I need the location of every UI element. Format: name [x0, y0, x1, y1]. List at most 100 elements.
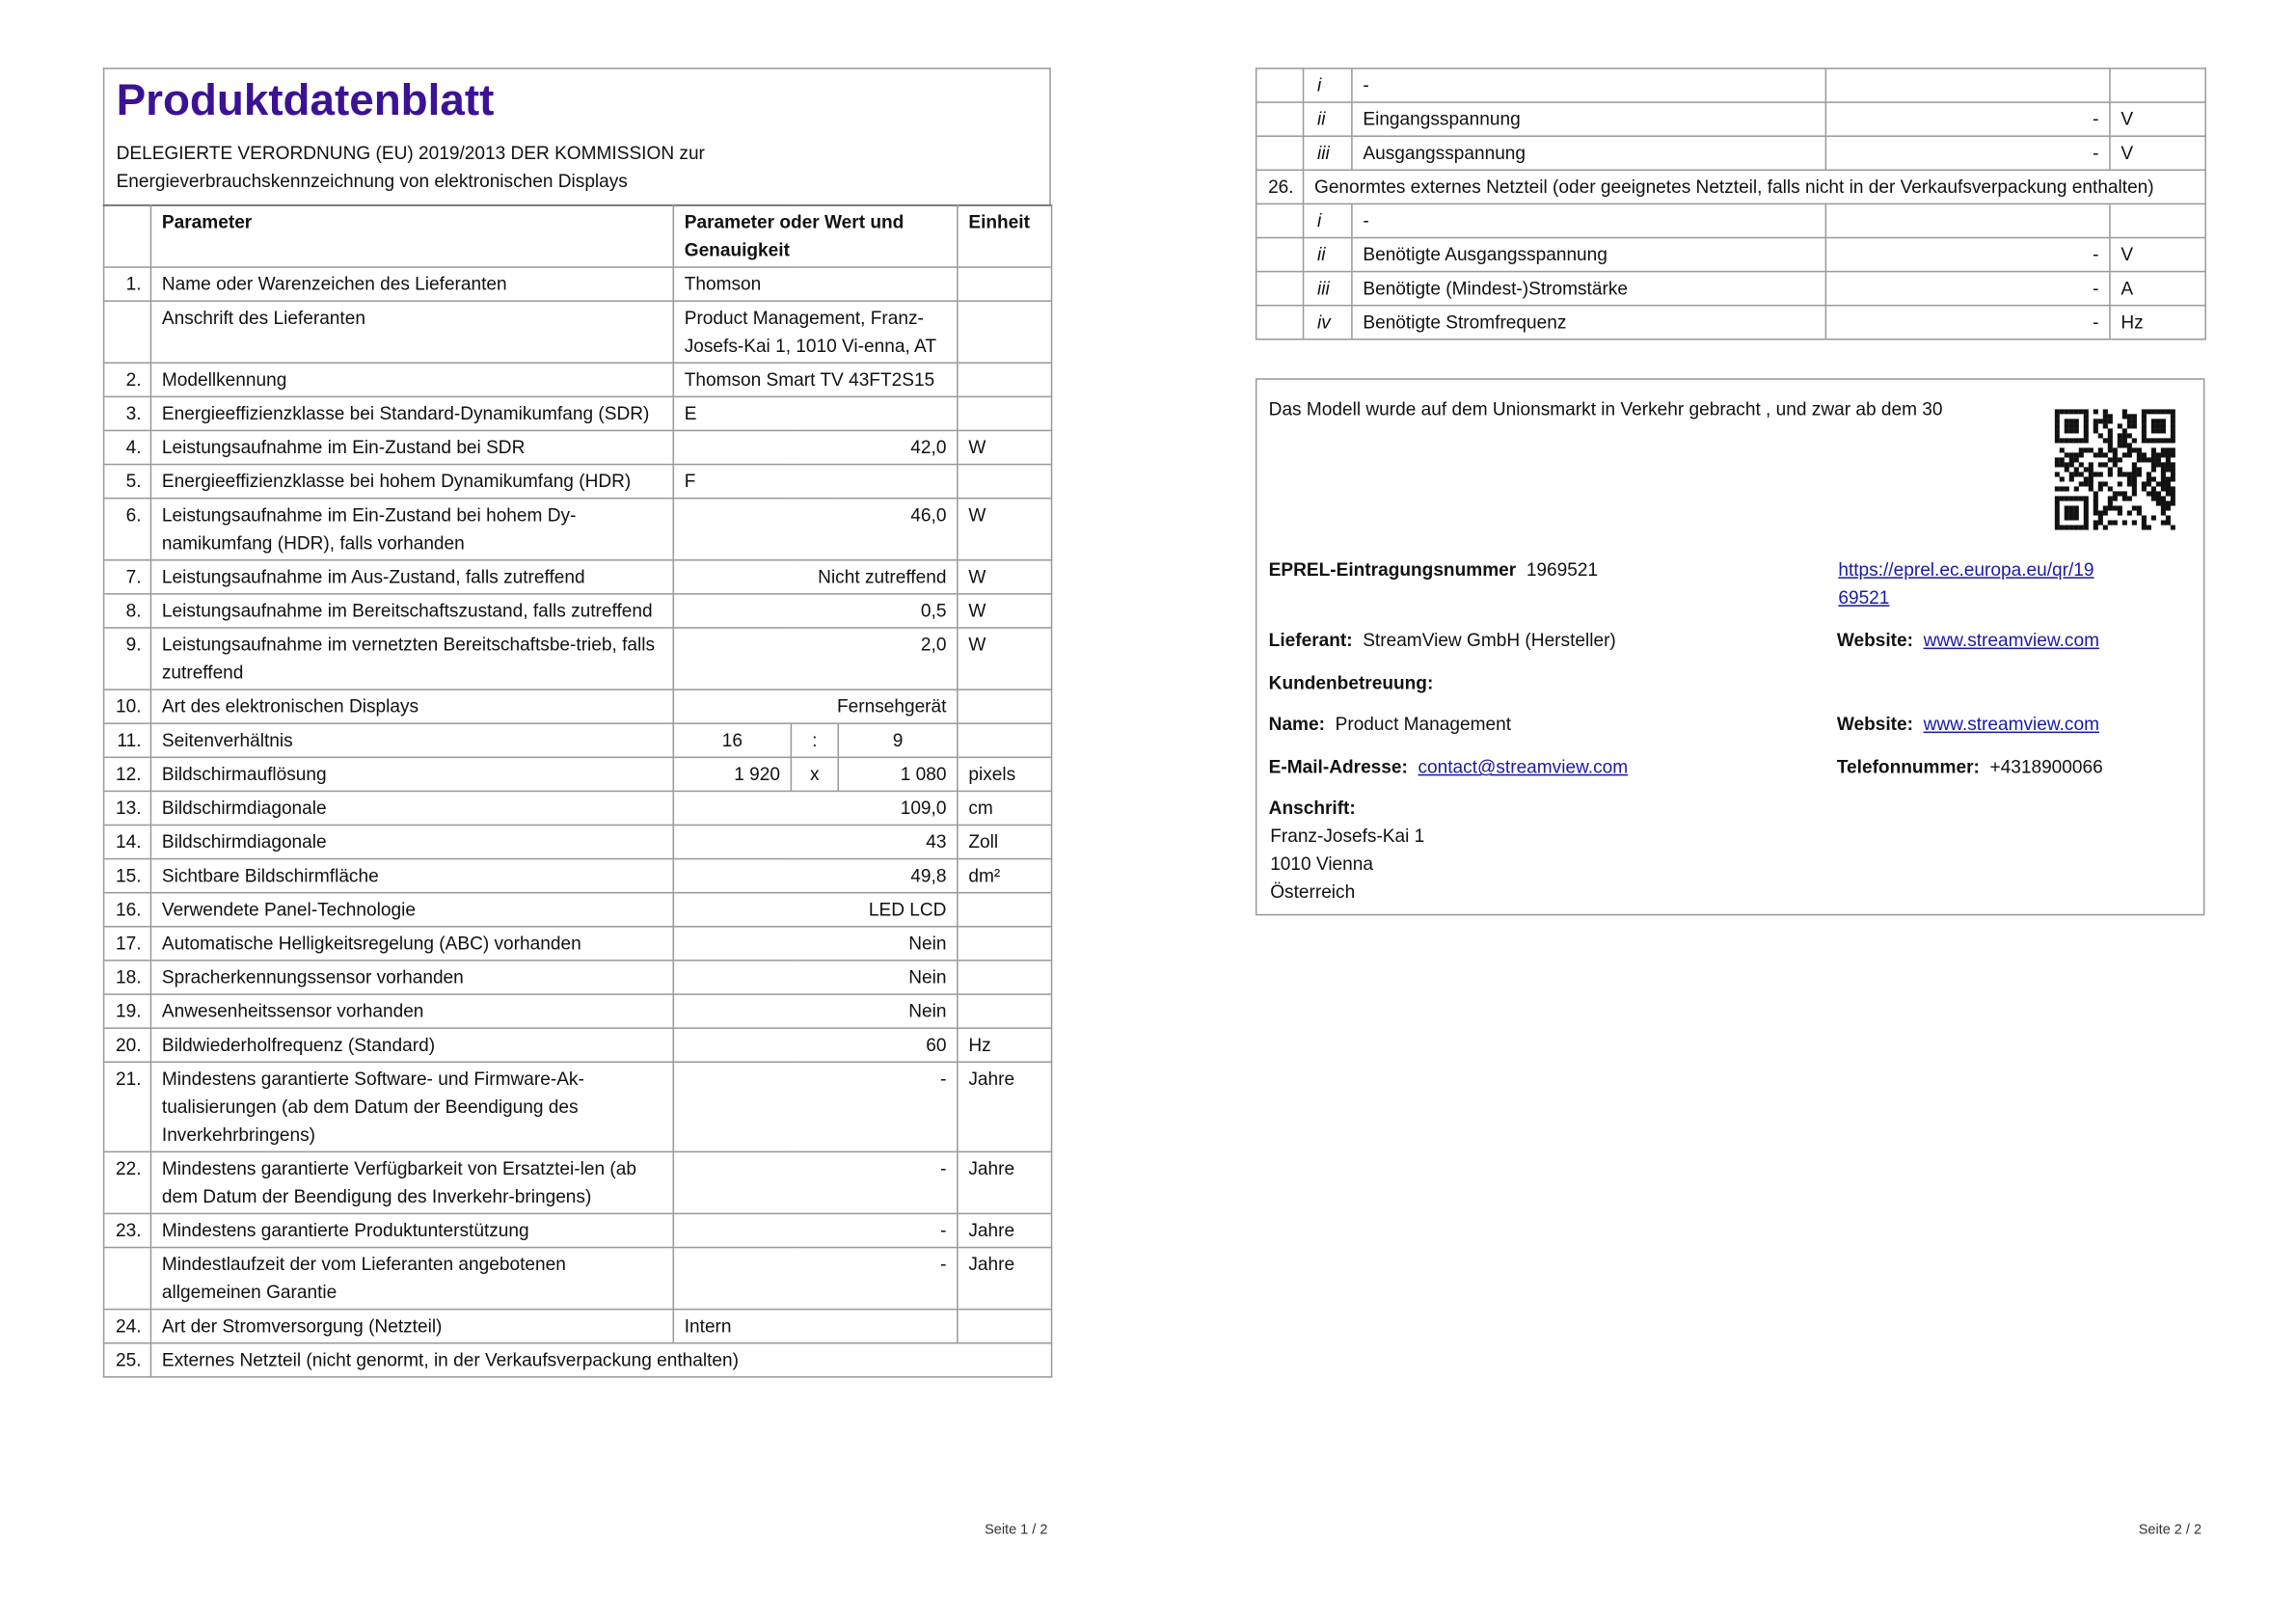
value-part: 1 080: [837, 756, 959, 793]
row-label: Genormtes externes Netzteil (oder geeign…: [1302, 169, 2206, 205]
qr-module: [2131, 462, 2137, 468]
row-unit: W: [957, 558, 1053, 595]
qr-module: [2160, 472, 2166, 477]
row-parameter: Anwesenheitssensor vorhanden: [149, 993, 675, 1029]
qr-module: [2054, 462, 2060, 468]
qr-module: [2054, 525, 2060, 530]
qr-module: [2136, 452, 2142, 458]
qr-module: [2054, 505, 2060, 511]
qr-module: [2093, 496, 2098, 501]
eprel-link-line-2[interactable]: 69521: [1838, 586, 1890, 609]
qr-module: [2170, 452, 2175, 458]
row-value: -: [672, 1150, 959, 1215]
row-number: 4.: [102, 429, 152, 466]
table-row: 2. Modellkennung Thomson Smart TV 43FT2S15: [102, 362, 1053, 398]
qr-module: [2170, 476, 2175, 482]
qr-module: [2141, 414, 2147, 420]
address-label: Anschrift:: [1268, 798, 1356, 819]
qr-module: [2150, 515, 2156, 521]
row-value: Nein: [672, 960, 959, 995]
qr-module: [2131, 447, 2137, 453]
qr-module: [2165, 515, 2171, 521]
qr-module: [2141, 520, 2147, 526]
qr-module: [2141, 481, 2147, 487]
qr-module: [2160, 501, 2166, 506]
qr-module: [2064, 496, 2069, 501]
qr-module: [2170, 433, 2175, 439]
qr-module: [2093, 525, 2098, 530]
row-parameter: Mindestens garantierte Software- und Fir…: [149, 1061, 675, 1153]
qr-module: [2088, 476, 2093, 482]
table-row: 19. Anwesenheitssensor vorhanden Nein: [102, 993, 1053, 1029]
qr-module: [2093, 419, 2098, 424]
qr-module: [2068, 515, 2074, 521]
table-row: 21. Mindestens garantierte Software- und …: [102, 1061, 1053, 1153]
row-roman-index: iii: [1302, 135, 1353, 172]
qr-module: [2160, 520, 2166, 526]
qr-module: [2083, 409, 2089, 415]
eprel-row: EPREL-Eintragungsnummer 1969521: [1269, 556, 1598, 584]
row-value: -: [672, 1246, 959, 1311]
qr-module: [2064, 510, 2069, 516]
qr-module: [2054, 510, 2060, 516]
qr-module: [2073, 457, 2079, 463]
email-link[interactable]: contact@streamview.com: [1418, 756, 1629, 777]
row-value: [1824, 68, 2111, 103]
qr-module: [2073, 428, 2079, 434]
row-number: 5.: [102, 463, 152, 500]
qr-module: [2093, 423, 2098, 429]
row-unit: [2109, 68, 2206, 103]
row-value: Fernsehgerät: [672, 689, 959, 724]
row-number: 26.: [1255, 169, 1305, 205]
qr-module: [2083, 510, 2089, 516]
website-link[interactable]: www.streamview.com: [1923, 630, 2099, 651]
qr-module: [2126, 414, 2132, 420]
qr-module: [2083, 501, 2089, 506]
qr-module: [2165, 467, 2171, 473]
qr-module: [2068, 438, 2074, 444]
table-row: iv Benötigte Stromfrequenz - Hz: [1255, 304, 2206, 340]
qr-module: [2064, 419, 2069, 424]
qr-module: [2083, 414, 2089, 420]
row-number: 20.: [102, 1027, 152, 1063]
qr-module: [2059, 525, 2065, 530]
qr-module: [2160, 452, 2166, 458]
qr-module: [2073, 525, 2079, 530]
row-parameter: Bildschirmdiagonale: [149, 824, 675, 860]
qr-module: [2083, 496, 2089, 501]
row-parameter: Anschrift des Lieferanten: [149, 300, 675, 364]
website2-link[interactable]: www.streamview.com: [1923, 714, 2099, 735]
page-header: Produktdatenblatt DELEGIERTE VERORDNUNG …: [102, 68, 1051, 205]
qr-module: [2150, 438, 2156, 444]
row-unit: V: [2109, 101, 2206, 137]
qr-module: [2068, 457, 2074, 463]
qr-module: [2107, 486, 2113, 492]
eprel-number: 1969521: [1526, 558, 1599, 581]
page-1-footer: Seite 1 / 2: [985, 1522, 1048, 1538]
qr-module: [2136, 447, 2142, 453]
qr-module: [2131, 481, 2137, 487]
qr-module: [2165, 409, 2171, 415]
value-part: 9: [837, 722, 959, 759]
qr-module: [2088, 481, 2093, 487]
qr-module: [2107, 433, 2113, 439]
qr-module: [2064, 428, 2069, 434]
name-label: Name:: [1268, 714, 1326, 735]
eprel-link-line-1[interactable]: https://eprel.ec.europa.eu/qr/19: [1838, 558, 2094, 581]
row-unit: [957, 960, 1053, 995]
qr-module: [2064, 505, 2069, 511]
row-unit: [957, 891, 1053, 928]
row-value: [1824, 203, 2111, 239]
qr-module: [2160, 481, 2166, 487]
address-line-3: Österreich: [1270, 881, 1356, 903]
qr-module: [2146, 457, 2151, 463]
qr-module: [2112, 447, 2118, 453]
qr-module: [2054, 501, 2060, 506]
value-separator: :: [790, 722, 839, 759]
qr-module: [2141, 428, 2147, 434]
qr-code-icon[interactable]: [2054, 409, 2175, 530]
qr-module: [2150, 467, 2156, 473]
qr-module: [2141, 419, 2147, 424]
row-value: Nicht zutreffend: [672, 558, 959, 595]
qr-module: [2064, 486, 2069, 492]
